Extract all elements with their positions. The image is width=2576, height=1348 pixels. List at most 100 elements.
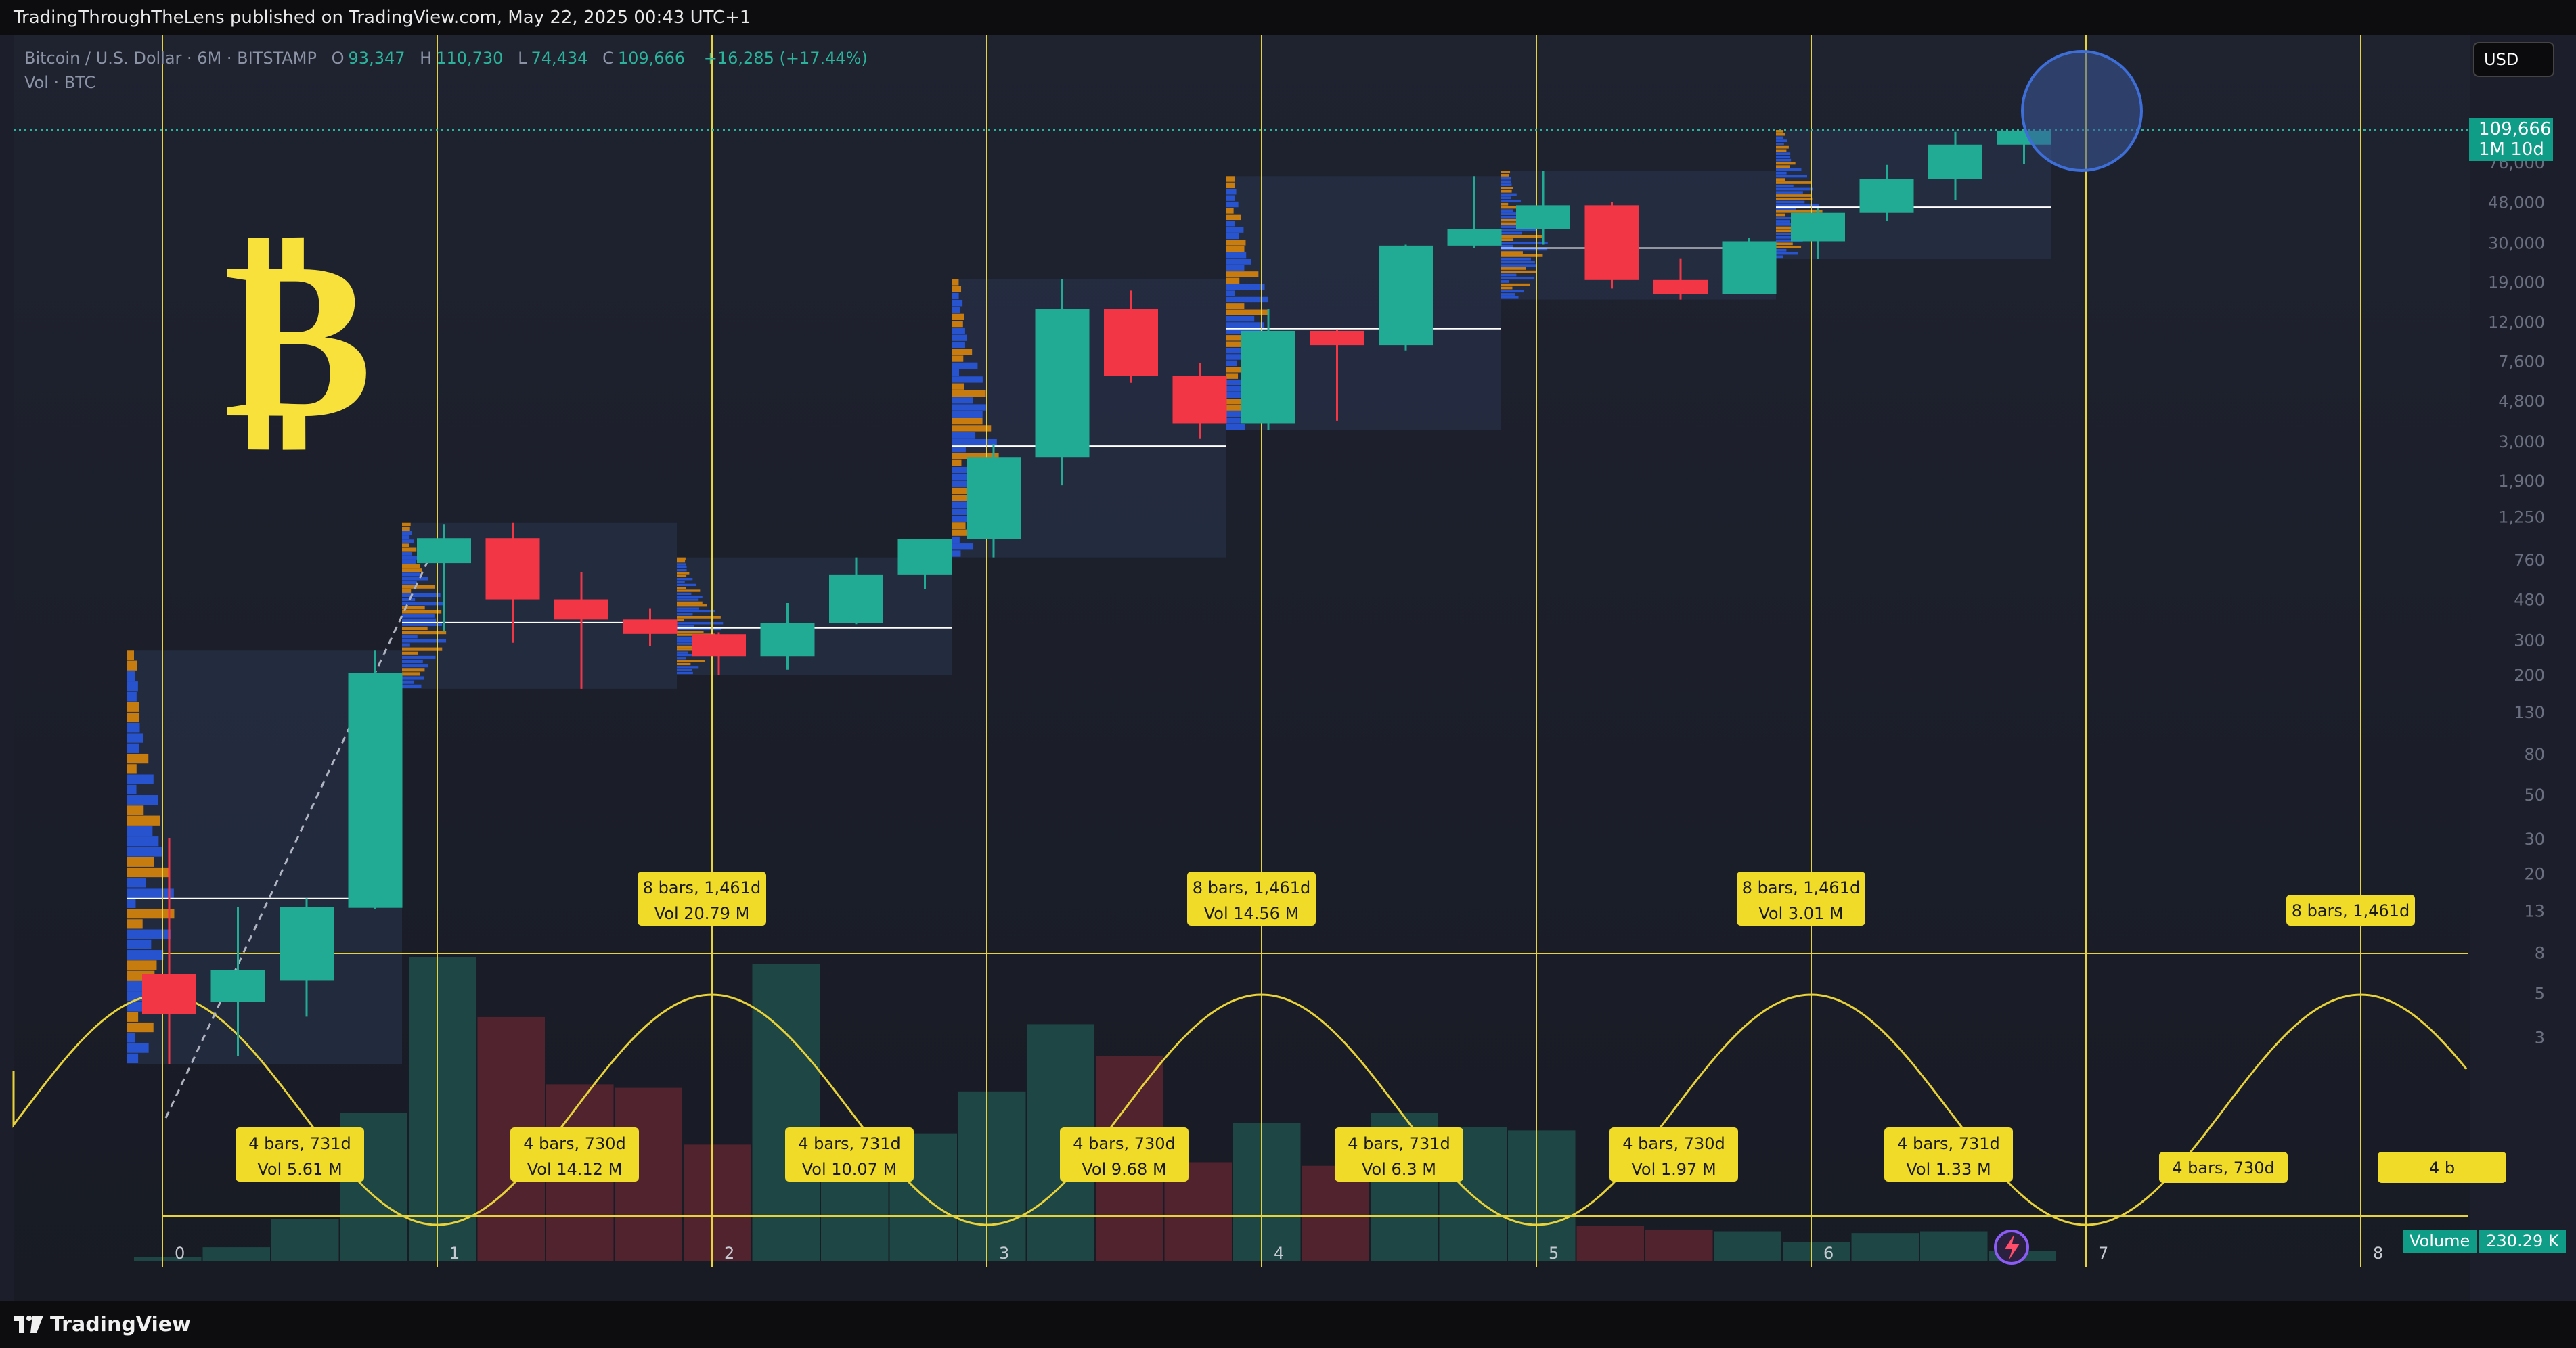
profile-bin: [127, 1022, 154, 1033]
profile-bin: [952, 446, 966, 453]
profile-bin: [127, 784, 137, 795]
profile-bin: [952, 487, 977, 495]
profile-bin: [952, 411, 983, 418]
profile-bin: [1226, 208, 1234, 214]
price-axis-tick: 3: [2535, 1028, 2545, 1047]
cycle-label-text: Vol 14.12 M: [527, 1160, 623, 1179]
price-axis-tick: 5: [2535, 984, 2545, 1003]
tradingview-logo[interactable]: TradingView: [14, 1313, 191, 1336]
profile-bin: [1776, 139, 1787, 143]
profile-bin: [677, 581, 685, 583]
cycle-label-text: 8 bars, 1,461d: [1193, 878, 1310, 897]
bolt-icon[interactable]: [1994, 1230, 2029, 1265]
last-price: 109,666: [2479, 119, 2552, 139]
profile-bin: [127, 836, 159, 847]
volume-bar: [1576, 1226, 1644, 1261]
profile-bin: [1776, 156, 1791, 158]
profile-bin: [1226, 315, 1255, 322]
symbol-title[interactable]: Bitcoin / U.S. Dollar · 6M · BITSTAMP: [24, 49, 317, 68]
profile-bin: [1776, 194, 1811, 197]
volume-legend[interactable]: Vol · BTC: [24, 73, 96, 92]
profile-bin: [127, 681, 138, 692]
price-axis-tick: 1,900: [2498, 472, 2545, 491]
profile-bin: [677, 610, 715, 613]
profile-bin: [1776, 204, 1819, 207]
cycle-label-text: 4 bars, 731d: [1348, 1134, 1450, 1153]
candle-body: [554, 599, 608, 620]
profile-bin: [677, 631, 704, 633]
profile-bin: [1501, 177, 1511, 180]
profile-bin: [402, 606, 425, 610]
cycle-label-text: Vol 9.68 M: [1082, 1160, 1166, 1179]
volume-bar: [958, 1091, 1026, 1261]
profile-bin: [952, 474, 971, 480]
cycle-label-text: 4 bars, 731d: [798, 1134, 901, 1153]
low-value: 74,434: [531, 49, 588, 68]
candle-body: [760, 623, 815, 657]
profile-bin: [952, 536, 960, 543]
profile-bin: [402, 568, 422, 572]
profile-bin: [1226, 386, 1244, 392]
volume-bar: [1920, 1231, 1988, 1261]
profile-bin: [952, 292, 959, 300]
profile-bin: [1501, 286, 1513, 290]
profile-bin: [1501, 270, 1537, 273]
profile-bin: [952, 508, 974, 515]
price-chart[interactable]: 0 1 2 3 4 5 6 7 8 3 5 8 13 20 30 50 80 130 200 300 480 760 1,…: [0, 35, 2576, 1301]
price-axis-tick: 12,000: [2488, 313, 2545, 332]
profile-bin: [1226, 373, 1239, 379]
profile-bin: [1501, 241, 1548, 244]
profile-bin: [402, 531, 412, 535]
profile-bin: [677, 613, 693, 616]
candle-body: [1722, 241, 1777, 294]
profile-bin: [1776, 175, 1807, 178]
profile-bin: [402, 581, 417, 585]
profile-bin: [1226, 424, 1245, 430]
profile-bin: [952, 307, 960, 313]
profile-bin: [402, 635, 418, 639]
profile-bin: [677, 569, 687, 572]
cycle-label-box: [785, 1127, 914, 1182]
candle-body: [280, 907, 334, 981]
cycle-label-text: 4 bars, 730d: [1622, 1134, 1725, 1153]
profile-bin: [1226, 296, 1269, 303]
profile-bin: [127, 919, 143, 929]
cycle-marker-label: 6: [1823, 1244, 1834, 1263]
profile-bin: [1776, 136, 1783, 139]
candle-body: [967, 457, 1021, 539]
profile-bin: [127, 960, 157, 970]
profile-bin: [1501, 290, 1524, 293]
candle-body: [1172, 376, 1227, 424]
profile-bin: [677, 627, 721, 631]
profile-bin: [127, 795, 158, 805]
cycle-label-box: [1335, 1127, 1463, 1182]
svg-text:₿: ₿: [223, 206, 372, 468]
price-axis-tick: 48,000: [2488, 194, 2545, 212]
profile-bin: [1226, 227, 1244, 233]
currency-button[interactable]: USD: [2473, 42, 2554, 77]
profile-bin: [952, 404, 986, 411]
price-axis-tick: 30: [2524, 830, 2545, 849]
price-axis-tick: 760: [2514, 551, 2545, 570]
profile-bin: [1501, 273, 1517, 277]
cycle-label-text: Vol 5.61 M: [257, 1160, 342, 1179]
profile-bin: [677, 645, 697, 648]
cycle-label-text: Vol 3.01 M: [1758, 904, 1843, 923]
profile-bin: [1226, 303, 1245, 309]
cycle-label-text: Vol 14.56 M: [1204, 904, 1300, 923]
cycle-label-text: 8 bars, 1,461d: [643, 878, 761, 897]
profile-bin: [1226, 392, 1254, 399]
profile-bin: [127, 650, 134, 660]
profile-bin: [1501, 219, 1530, 222]
profile-bin: [677, 666, 699, 669]
profile-bin: [127, 692, 137, 702]
cycle-label-box: [2286, 895, 2415, 926]
profile-bin: [402, 659, 423, 664]
volume-bar: [202, 1247, 270, 1261]
profile-bin: [1501, 180, 1511, 183]
profile-bin: [1776, 149, 1787, 152]
cycle-marker-label: 3: [999, 1244, 1009, 1263]
profile-bin: [677, 607, 700, 610]
profile-bin: [1501, 222, 1529, 225]
cycle-lines: 0 1 2 3 4 5 6 7 8: [12, 35, 2468, 1267]
